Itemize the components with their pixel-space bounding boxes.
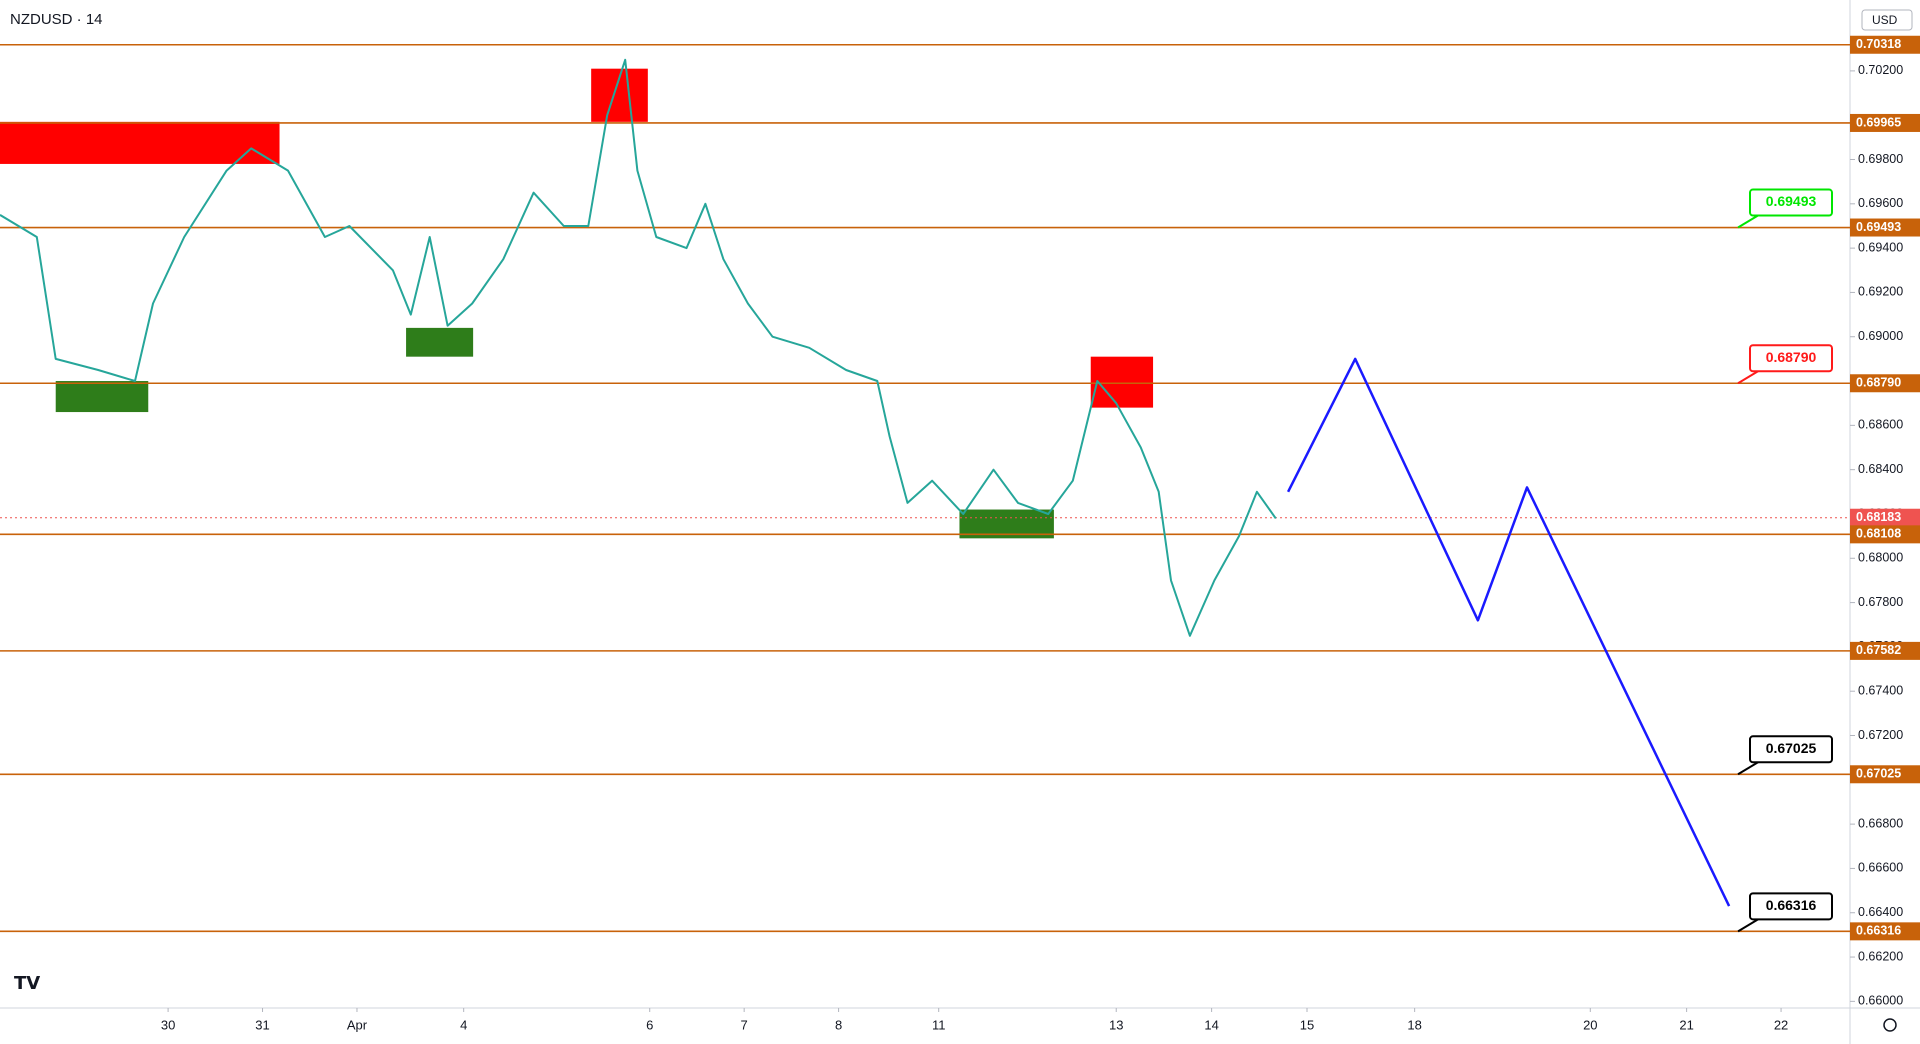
x-tick-label: 22	[1774, 1017, 1788, 1032]
x-tick-label: 30	[161, 1017, 175, 1032]
x-tick-label: 11	[932, 1017, 946, 1032]
y-tick-label: 0.66200	[1858, 949, 1903, 963]
currency-button[interactable]	[1861, 9, 1913, 31]
x-tick-label: 4	[460, 1017, 467, 1032]
callout-label: 0.68790	[1766, 349, 1817, 365]
x-tick-label: 15	[1300, 1017, 1314, 1032]
y-tick-label: 0.66800	[1858, 816, 1903, 830]
y-tick-label: 0.68400	[1858, 462, 1903, 476]
x-tick-label: 31	[255, 1017, 269, 1032]
zone	[959, 509, 1054, 539]
level-label: 0.69493	[1856, 220, 1901, 234]
callout-pointer	[1737, 214, 1759, 229]
level-tag	[1850, 113, 1920, 132]
level-label: 0.68108	[1856, 527, 1901, 541]
symbol-title: NZDUSD · 14	[10, 11, 103, 28]
y-tick-label: 0.69400	[1858, 240, 1903, 254]
x-tick-label: 21	[1679, 1017, 1693, 1032]
x-tick-label: 8	[835, 1017, 842, 1032]
level-tag	[1850, 641, 1920, 660]
level-tag	[1850, 765, 1920, 784]
zone	[55, 381, 149, 413]
level-label: 0.66316	[1856, 924, 1901, 938]
zone	[0, 121, 280, 164]
price-line	[0, 58, 1277, 637]
x-tick-label: Apr	[347, 1017, 368, 1032]
y-tick-label: 0.68000	[1858, 551, 1903, 565]
callout-box	[1749, 892, 1833, 921]
y-tick-label: 0.67400	[1858, 683, 1903, 697]
level-label: 0.68183	[1856, 510, 1901, 524]
logo: 𝗧𝗩	[14, 973, 40, 993]
y-tick-label: 0.66000	[1858, 994, 1903, 1008]
callout-pointer	[1737, 370, 1759, 385]
x-tick-label: 20	[1583, 1017, 1597, 1032]
y-tick-label: 0.69000	[1858, 329, 1903, 343]
y-tick-label: 0.66600	[1858, 861, 1903, 875]
y-tick-label: 0.69800	[1858, 152, 1903, 166]
settings-icon[interactable]	[1883, 1018, 1897, 1032]
callout-pointer	[1737, 918, 1759, 933]
y-tick-label: 0.68600	[1858, 418, 1903, 432]
x-tick-label: 14	[1204, 1017, 1218, 1032]
zone	[406, 327, 474, 357]
callout-box	[1749, 344, 1833, 373]
level-label: 0.68790	[1856, 376, 1901, 390]
y-tick-label: 0.67800	[1858, 595, 1903, 609]
callout-label: 0.69493	[1766, 193, 1817, 209]
x-tick-label: 13	[1109, 1017, 1123, 1032]
level-label: 0.67025	[1856, 767, 1901, 781]
level-label: 0.70318	[1856, 37, 1901, 51]
y-tick-label: 0.69200	[1858, 285, 1903, 299]
callout-box	[1749, 188, 1833, 217]
level-tag	[1850, 922, 1920, 941]
y-tick-label: 0.70200	[1858, 63, 1903, 77]
level-tag	[1850, 374, 1920, 393]
y-tick-label: 0.66400	[1858, 905, 1903, 919]
level-tag	[1850, 525, 1920, 544]
callout-box	[1749, 735, 1833, 764]
y-tick-label: 0.69600	[1858, 196, 1903, 210]
level-tag	[1850, 508, 1920, 527]
projection-line	[1286, 357, 1731, 907]
x-tick-label: 18	[1407, 1017, 1421, 1032]
currency-label[interactable]: USD	[1872, 13, 1898, 27]
level-label: 0.67582	[1856, 643, 1901, 657]
callout-label: 0.66316	[1766, 897, 1817, 913]
callout-label: 0.67025	[1766, 740, 1817, 756]
y-tick-label: 0.67200	[1858, 728, 1903, 742]
x-tick-label: 6	[646, 1017, 653, 1032]
x-tick-label: 7	[741, 1017, 748, 1032]
level-tag	[1850, 218, 1920, 237]
level-tag	[1850, 35, 1920, 54]
zone	[1090, 356, 1154, 408]
callout-pointer	[1737, 761, 1759, 776]
level-label: 0.69965	[1856, 115, 1901, 129]
